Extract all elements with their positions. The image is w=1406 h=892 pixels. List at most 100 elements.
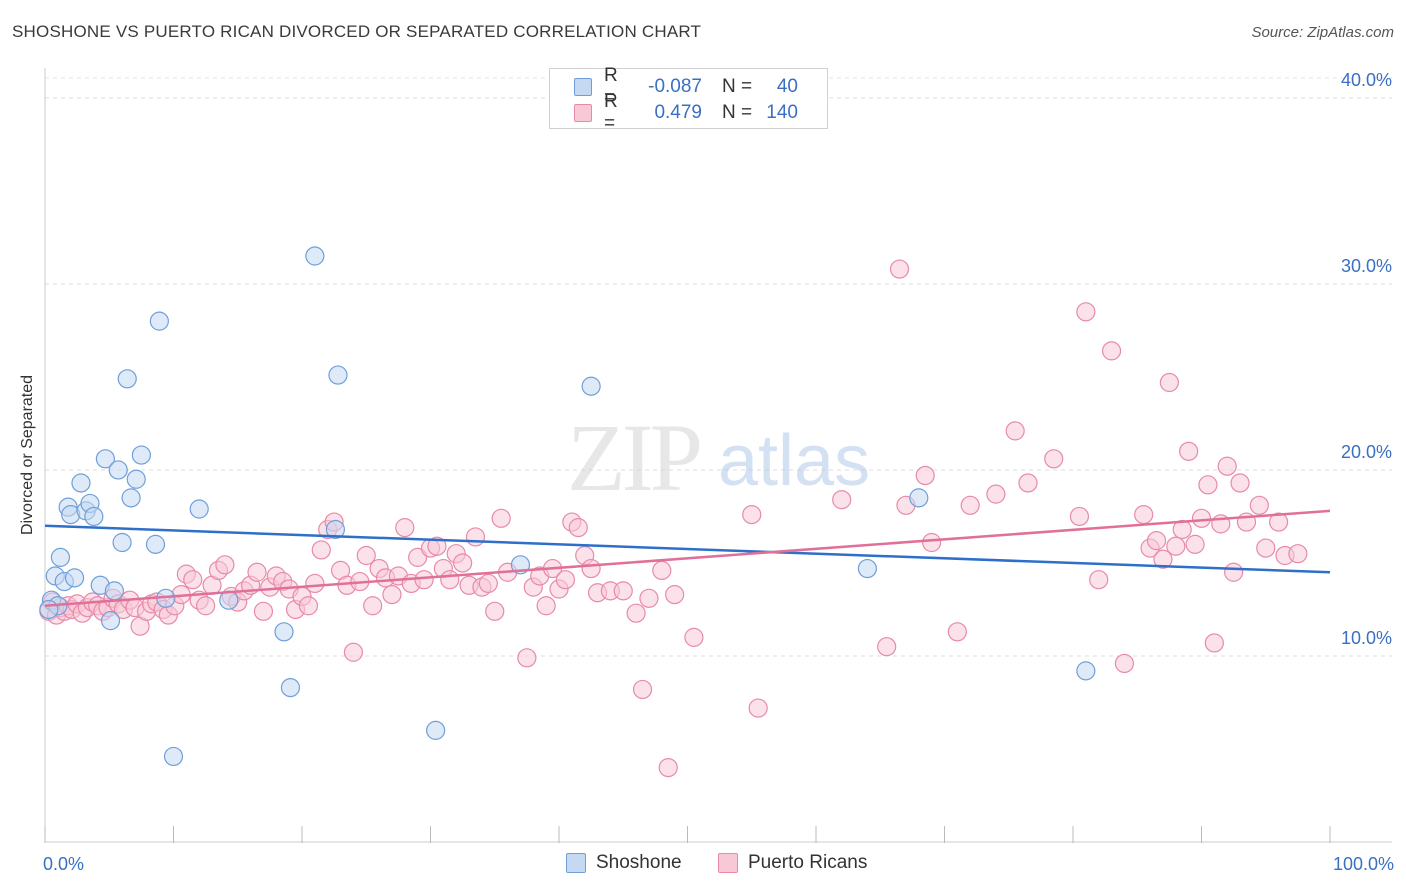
puerto-rican-point bbox=[889, 259, 910, 279]
puerto-rican-point bbox=[1217, 456, 1237, 476]
puerto-rican-point bbox=[684, 627, 704, 647]
shoshone-point bbox=[112, 532, 132, 553]
puerto-rican-point bbox=[382, 584, 402, 605]
puerto-rican-point bbox=[1256, 538, 1276, 558]
puerto-rican-point bbox=[1268, 512, 1289, 532]
puerto-rican-point bbox=[1018, 473, 1038, 493]
trend-lines bbox=[44, 509, 1331, 607]
puerto-rican-point bbox=[832, 490, 852, 510]
puerto-rican-point bbox=[1249, 495, 1269, 515]
y-tick-label: 40.0% bbox=[1341, 70, 1392, 90]
legend-n-label: N = bbox=[722, 102, 753, 123]
shoshone-point bbox=[145, 534, 166, 554]
x-tick-label: 100.0% bbox=[1333, 854, 1394, 874]
puerto-rican-point bbox=[1191, 508, 1212, 528]
puerto-rican-point bbox=[1172, 519, 1192, 540]
legend-n-label: N = bbox=[722, 76, 753, 97]
puerto-rican-point bbox=[1146, 531, 1167, 551]
puerto-rican-point bbox=[440, 570, 460, 590]
legend-n-value: 40 bbox=[776, 76, 798, 97]
shoshone-point bbox=[426, 720, 446, 740]
puerto-rican-point bbox=[491, 508, 511, 528]
watermark-atlas: atlas bbox=[718, 421, 870, 501]
shoshone-point bbox=[95, 449, 115, 469]
puerto-rican-point bbox=[1179, 441, 1199, 461]
shoshone-point bbox=[131, 445, 151, 465]
shoshone-point bbox=[126, 469, 146, 489]
puerto-rican-point bbox=[986, 484, 1006, 504]
shoshone-point bbox=[149, 311, 169, 331]
puerto-rican-point bbox=[414, 570, 434, 590]
puerto-rican-point bbox=[1204, 633, 1224, 653]
x-tick-label: 0.0% bbox=[43, 854, 84, 874]
shoshone-point bbox=[121, 488, 141, 508]
bottom-legend-shoshone: Shoshone bbox=[566, 852, 682, 874]
shoshone-point bbox=[280, 677, 301, 698]
puerto-rican-point bbox=[343, 642, 363, 662]
puerto-rican-point bbox=[568, 518, 588, 538]
puerto-rican-point bbox=[877, 637, 897, 657]
puerto-rican-point bbox=[1076, 302, 1096, 322]
puerto-rican-point bbox=[555, 570, 576, 590]
y-tick-label: 10.0% bbox=[1341, 628, 1392, 648]
legend-r-label: R = bbox=[604, 91, 618, 134]
watermark-zip: ZIP bbox=[567, 404, 700, 511]
puerto-rican-point bbox=[1069, 506, 1090, 527]
puerto-rican-point bbox=[253, 601, 274, 621]
legend-r-label: R = bbox=[604, 65, 618, 108]
puerto-rican-point bbox=[1044, 449, 1064, 469]
puerto-rican-point bbox=[298, 596, 319, 616]
puerto-rican-point bbox=[196, 596, 216, 616]
puerto-rican-point bbox=[1114, 653, 1135, 674]
puerto-rican-point bbox=[947, 622, 967, 642]
puerto-rican-point bbox=[1134, 504, 1154, 525]
shoshone-point bbox=[189, 499, 209, 519]
puerto-rican-point bbox=[356, 545, 376, 566]
shoshone-point bbox=[84, 506, 104, 527]
chart-title: SHOSHONE VS PUERTO RICAN DIVORCED OR SEP… bbox=[12, 22, 702, 41]
puerto-rican-point bbox=[742, 504, 762, 525]
shoshone-point bbox=[39, 599, 59, 620]
shoshone-point bbox=[100, 611, 121, 631]
puerto-rican-point bbox=[626, 603, 646, 623]
puerto-rican-point bbox=[1185, 534, 1205, 554]
puerto-rican-point bbox=[632, 679, 653, 700]
puerto-rican-point bbox=[922, 532, 942, 553]
puerto-rican-point bbox=[665, 584, 685, 605]
shoshone-point bbox=[305, 246, 325, 266]
bottom-legend-label-puerto-ricans: Puerto Ricans bbox=[748, 852, 868, 873]
puerto-rican-point bbox=[960, 495, 980, 515]
shoshone-point bbox=[104, 581, 124, 601]
puerto-rican-point bbox=[1166, 536, 1186, 556]
puerto-rican-point bbox=[1005, 421, 1025, 441]
shoshone-point bbox=[71, 473, 91, 493]
puerto-rican-point bbox=[639, 588, 659, 608]
puerto-rican-point bbox=[915, 465, 935, 486]
y-tick-label: 30.0% bbox=[1341, 256, 1392, 276]
shoshone-point bbox=[64, 568, 85, 588]
grid-lines bbox=[45, 77, 1392, 657]
data-points bbox=[39, 246, 1308, 778]
axes bbox=[44, 68, 1392, 843]
watermark: ZIP atlas bbox=[567, 404, 870, 511]
puerto-rican-point bbox=[1198, 475, 1218, 495]
puerto-rican-point bbox=[1101, 341, 1122, 361]
puerto-rican-point bbox=[485, 601, 505, 621]
bottom-legend-swatch-puerto-ricans bbox=[718, 853, 738, 873]
legend-row-puerto-ricans: R = 0.479 N = 140 bbox=[574, 91, 798, 134]
puerto-rican-point bbox=[1089, 570, 1109, 590]
puerto-rican-point bbox=[478, 573, 498, 594]
puerto-rican-point bbox=[363, 596, 383, 616]
puerto-rican-point bbox=[658, 757, 678, 778]
puerto-rican-trend-line bbox=[44, 509, 1331, 607]
puerto-rican-point bbox=[748, 698, 768, 718]
legend-n-value: 140 bbox=[766, 102, 798, 123]
legend: R = -0.087 N = 40 R = 0.479 N = 140 bbox=[549, 65, 828, 134]
shoshone-point bbox=[163, 746, 184, 767]
shoshone-point bbox=[328, 365, 348, 385]
legend-swatch-shoshone bbox=[574, 78, 592, 96]
shoshone-point bbox=[1076, 661, 1096, 681]
legend-row-shoshone: R = -0.087 N = 40 bbox=[574, 65, 798, 108]
bottom-legend-label-shoshone: Shoshone bbox=[596, 852, 682, 873]
shoshone-point bbox=[274, 622, 294, 642]
